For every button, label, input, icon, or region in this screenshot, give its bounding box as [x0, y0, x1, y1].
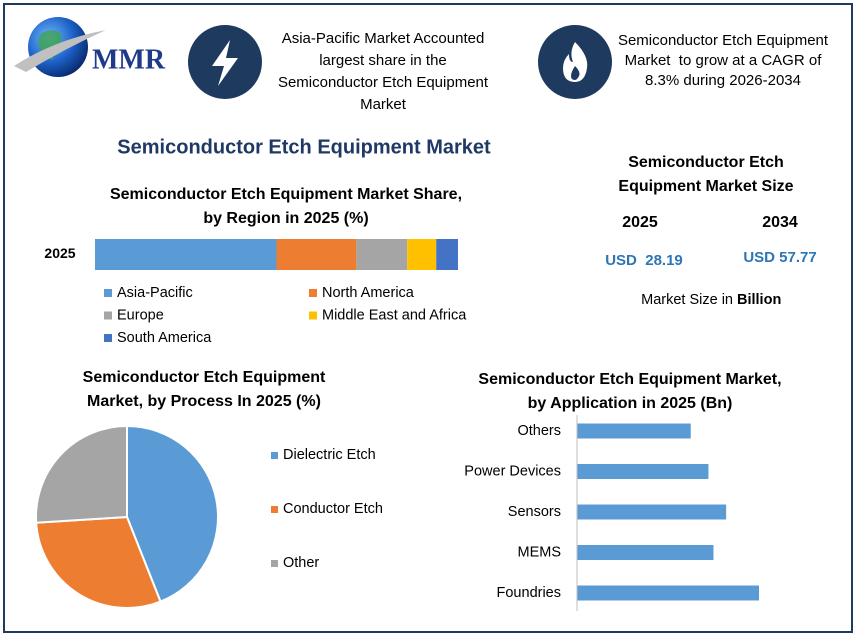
- header-note: Market: [360, 96, 407, 113]
- bar-segment: [407, 239, 437, 270]
- category-label: Power Devices: [464, 463, 561, 479]
- chart-title: Semiconductor Etch Equipment Market,: [478, 371, 781, 388]
- header-note: Semiconductor Etch Equipment: [278, 74, 489, 91]
- category-label: Foundries: [497, 585, 561, 601]
- pie-slice: [126, 424, 219, 603]
- bar: [577, 585, 759, 601]
- bar: [577, 504, 727, 520]
- header-note: Semiconductor Etch Equipment: [618, 32, 829, 49]
- chart-title: Semiconductor Etch Equipment: [83, 369, 326, 386]
- chart-title: Semiconductor Etch Equipment Market Shar…: [110, 186, 462, 203]
- legend-swatch: [104, 334, 112, 342]
- legend-swatch: [309, 289, 317, 297]
- bolt-icon: [188, 25, 262, 99]
- header-note: 8.3% during 2026-2034: [645, 72, 801, 89]
- legend-label: Other: [283, 555, 319, 571]
- header-note: Asia-Pacific Market Accounted: [282, 30, 485, 47]
- chart-title: by Application in 2025 (Bn): [528, 395, 733, 412]
- legend-label: Middle East and Africa: [322, 307, 467, 323]
- bar-segment: [356, 239, 408, 270]
- legend-swatch: [309, 311, 317, 320]
- legend-label: Europe: [117, 307, 164, 323]
- legend-swatch: [271, 452, 278, 459]
- legend-swatch: [104, 289, 112, 297]
- bar-segment: [436, 239, 458, 270]
- year: 2034: [762, 214, 798, 231]
- logo-text: MMR: [92, 44, 166, 75]
- legend-label: Conductor Etch: [283, 501, 383, 517]
- category-label: MEMS: [518, 544, 562, 560]
- bar-segment: [95, 239, 277, 270]
- frame: [3, 3, 853, 633]
- size-value: USD 28.19: [605, 252, 683, 269]
- category-label: 2025: [44, 245, 75, 261]
- bar: [577, 464, 709, 479]
- legend-label: Asia-Pacific: [117, 285, 193, 301]
- category-label: Sensors: [508, 504, 561, 520]
- size-title: Semiconductor Etch: [628, 154, 784, 171]
- bar: [577, 545, 714, 560]
- legend-label: North America: [322, 285, 415, 301]
- chart-title: Market, by Process In 2025 (%): [87, 393, 321, 410]
- legend-label: Dielectric Etch: [283, 447, 376, 463]
- size-title: Equipment Market Size: [618, 178, 793, 195]
- legend-label: South America: [117, 330, 212, 346]
- header-note: largest share in the: [319, 52, 447, 69]
- legend-swatch: [104, 311, 112, 320]
- bar: [577, 423, 691, 439]
- category-label: Others: [517, 423, 561, 439]
- legend-swatch: [271, 506, 278, 513]
- size-note: Market Size in: [641, 292, 733, 308]
- size-unit: Billion: [737, 292, 781, 308]
- header-note: Market to grow at a CAGR of: [625, 52, 823, 69]
- main-title: Semiconductor Etch Equipment Market: [117, 136, 491, 158]
- logo: MMR: [14, 17, 166, 77]
- year: 2025: [622, 214, 658, 231]
- pie-slice: [35, 424, 128, 524]
- legend-swatch: [271, 560, 278, 567]
- chart-title: by Region in 2025 (%): [203, 210, 368, 227]
- bar-segment: [276, 239, 357, 270]
- size-value: USD 57.77: [743, 249, 816, 266]
- pie-slice: [35, 515, 162, 609]
- flame-icon: [538, 25, 612, 99]
